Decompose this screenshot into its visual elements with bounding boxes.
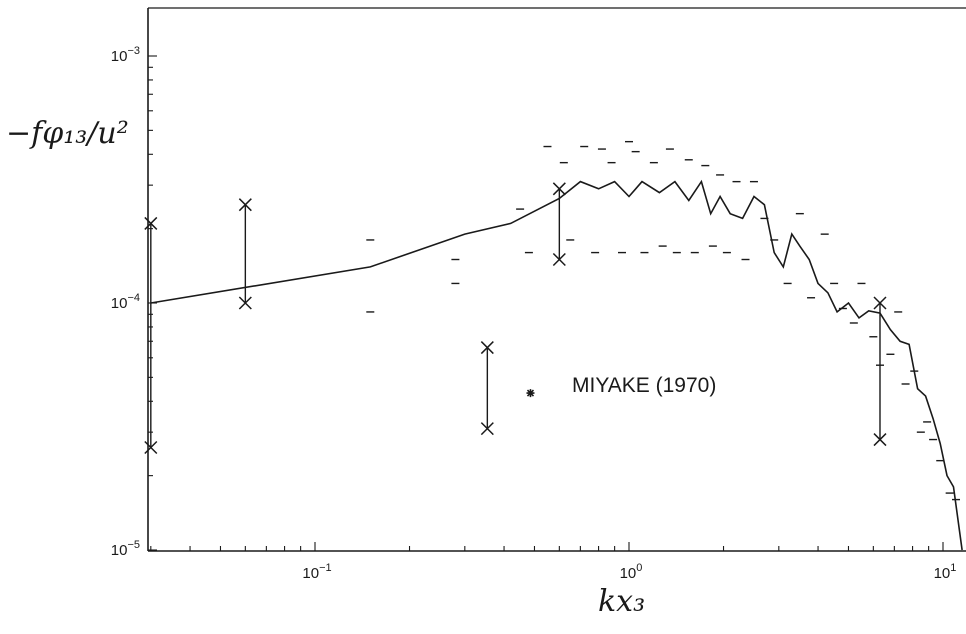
x-tick-label: 100 <box>620 562 643 582</box>
tick-labels: 10−1 100 101 10−3 10−4 10−5 <box>111 45 957 582</box>
error-bar-cap-high <box>238 198 252 212</box>
error-bar-cap-low <box>552 252 566 267</box>
legend-cap-low <box>480 422 494 436</box>
error-bar-cap-high <box>144 216 158 230</box>
miyake-legend <box>480 341 535 436</box>
y-tick-label: 10−5 <box>111 539 140 559</box>
axes <box>147 7 966 552</box>
error-bar-cap-low <box>873 433 887 447</box>
x-tick-label: 10−1 <box>302 562 331 582</box>
legend-cap-high <box>480 341 494 355</box>
scatter-dash-series <box>366 140 960 501</box>
error-bar-cap-high <box>873 296 887 310</box>
error-bar-cap-high <box>552 182 566 196</box>
x-tick-label: 101 <box>934 562 957 582</box>
error-bar-cap-low <box>238 296 252 310</box>
y-tick-label: 10−3 <box>111 45 140 65</box>
error-bar-cap-low <box>144 440 158 455</box>
tick-marks <box>148 55 944 551</box>
error-bars <box>144 182 887 455</box>
spectrum-line <box>150 179 963 551</box>
y-tick-label: 10−4 <box>111 292 140 312</box>
miyake-legend-label: MIYAKE (1970) <box>572 374 717 397</box>
asterisk-marker <box>526 389 535 398</box>
y-axis-label: −fφ₁₃/u² <box>6 116 129 151</box>
x-axis-label: kx₃ <box>598 584 646 619</box>
